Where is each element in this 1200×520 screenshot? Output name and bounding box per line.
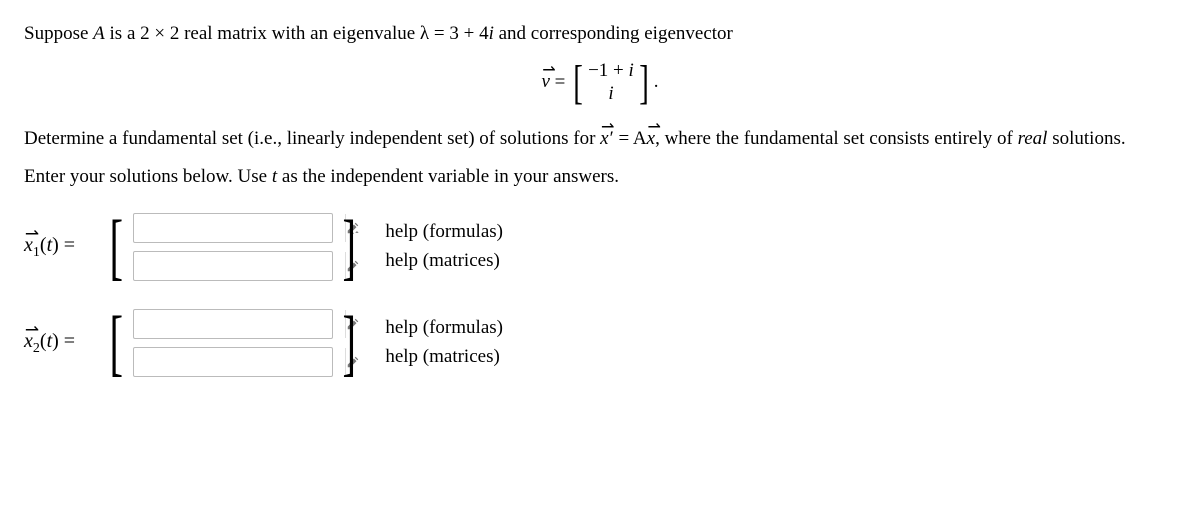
arrow-icon: ⇀ xyxy=(25,317,39,343)
right-bracket-icon: ] xyxy=(342,210,356,284)
left-bracket-icon: [ xyxy=(110,210,124,284)
x1-field-top[interactable] xyxy=(134,214,345,242)
vector-v: ⇀v xyxy=(541,68,549,97)
determine-end: solutions. xyxy=(1047,128,1125,149)
arrow-icon: ⇀ xyxy=(25,221,39,247)
intro-paragraph: Suppose A is a 2 × 2 real matrix with an… xyxy=(24,20,1176,49)
answer-row-x2: ⇀x2(t) = [ ] help (formulas) help (matri… xyxy=(24,306,1176,380)
x2-input-bottom[interactable] xyxy=(133,347,333,377)
intro-text-mid2: and corresponding eigenvector xyxy=(499,23,733,44)
answer-row-x1: ⇀x1(t) = [ ] help (formulas) help (matri… xyxy=(24,210,1176,284)
x1-input-top[interactable] xyxy=(133,213,333,243)
equals-sign: = xyxy=(555,71,570,92)
enter-paragraph: Enter your solutions below. Use t as the… xyxy=(24,163,1176,192)
x1-input-bottom[interactable] xyxy=(133,251,333,281)
determine-post: , where the fundamental set consists ent… xyxy=(655,128,1017,149)
matrix-symbol: A xyxy=(93,23,105,44)
imaginary-unit: i xyxy=(489,23,494,44)
help-links-x1: help (formulas) help (matrices) xyxy=(385,218,503,275)
x2-input-top[interactable] xyxy=(133,309,333,339)
left-bracket-icon: [ xyxy=(110,306,124,380)
help-formulas-link[interactable]: help (formulas) xyxy=(385,221,503,242)
lambda-equation: λ = 3 + 4 xyxy=(420,23,489,44)
arrow-icon: ⇀ xyxy=(542,59,556,83)
x2-field-top[interactable] xyxy=(134,310,345,338)
help-links-x2: help (formulas) help (matrices) xyxy=(385,314,503,371)
eigenvector-matrix: [ −1 + i i ] xyxy=(570,59,652,107)
equals-ax: = A xyxy=(619,128,647,149)
determine-pre: Determine a fundamental set (i.e., linea… xyxy=(24,128,600,149)
eigenvector-equation: ⇀v = [ −1 + i i ] . xyxy=(24,59,1176,107)
help-formulas-link[interactable]: help (formulas) xyxy=(385,317,503,338)
right-bracket-icon: ] xyxy=(639,59,649,107)
matrix-row-1: −1 + i xyxy=(588,60,634,83)
x2-field-bottom[interactable] xyxy=(134,348,345,376)
x1-label: ⇀x1(t) = xyxy=(24,230,104,263)
x1-field-bottom[interactable] xyxy=(134,252,345,280)
intro-text-mid1: is a 2 × 2 real matrix with an eigenvalu… xyxy=(110,23,420,44)
enter-pre: Enter your solutions below. Use xyxy=(24,166,272,187)
real-word: real xyxy=(1018,128,1048,149)
vector-x-prime: ⇀x xyxy=(600,125,608,154)
period: . xyxy=(654,71,659,92)
left-bracket-icon: [ xyxy=(573,59,583,107)
enter-post: as the independent variable in your answ… xyxy=(277,166,619,187)
arrow-icon: ⇀ xyxy=(647,116,661,140)
intro-text-pre: Suppose xyxy=(24,23,93,44)
matrix-row-2: i xyxy=(608,83,613,106)
arrow-icon: ⇀ xyxy=(601,116,615,140)
help-matrices-link[interactable]: help (matrices) xyxy=(385,250,499,271)
x2-label: ⇀x2(t) = xyxy=(24,326,104,359)
right-bracket-icon: ] xyxy=(342,306,356,380)
vector-x: ⇀x xyxy=(647,125,655,154)
help-matrices-link[interactable]: help (matrices) xyxy=(385,346,499,367)
determine-paragraph: Determine a fundamental set (i.e., linea… xyxy=(24,125,1176,154)
